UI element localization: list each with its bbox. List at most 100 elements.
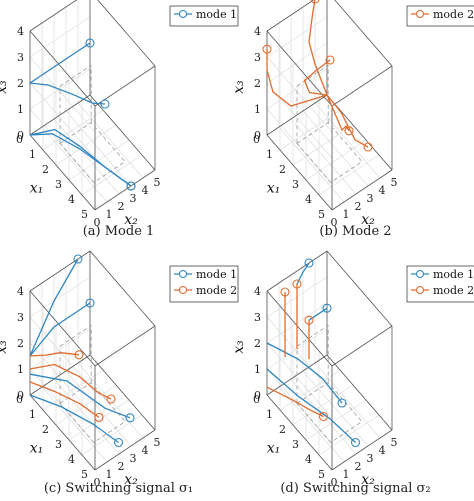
axis-box-edge	[89, 354, 156, 431]
x-tick-label: 2	[279, 163, 286, 176]
grid-line	[266, 68, 328, 110]
legend-swatch-marker	[415, 269, 425, 279]
series-endpoint	[106, 394, 116, 404]
grid-line	[318, 414, 380, 456]
legend-swatch-marker	[415, 285, 425, 295]
x-tick-label: 5	[81, 208, 88, 221]
series-endpoint	[280, 287, 290, 297]
axis-box-edge	[29, 250, 91, 292]
legend-label: mode 1	[196, 8, 237, 21]
series-endpoint	[292, 279, 302, 289]
legend-box	[406, 5, 474, 27]
x-tick-label: 4	[305, 453, 312, 466]
grid-line	[290, 118, 357, 195]
series-endpoint	[85, 298, 95, 308]
x-axis-label: x₁	[267, 181, 281, 197]
grid-line	[314, 362, 381, 439]
axis-box-edge	[331, 65, 393, 107]
legend: mode 1 mode 2	[406, 265, 474, 303]
x-tick-label: 1	[29, 148, 36, 161]
z-axis-label: x₃	[231, 340, 247, 354]
caption-c: (c) Switching signal σ₁	[43, 481, 194, 496]
grid-line	[42, 109, 104, 151]
axis-box-edge	[266, 250, 328, 292]
series-endpoint	[100, 99, 110, 109]
grid-line	[266, 0, 315, 32]
axis-box-edge	[266, 30, 333, 107]
dashed-region	[296, 325, 329, 347]
series-endpoint	[125, 413, 135, 423]
grid-line	[278, 386, 345, 463]
grid-line	[292, 384, 354, 426]
z-axis-label: x₃	[0, 340, 10, 354]
grid-line	[266, 316, 333, 393]
y-tick-label: 3	[130, 192, 137, 205]
x-tick-label: 1	[29, 408, 36, 421]
y-tick-label: 2	[355, 200, 362, 213]
grid-line	[65, 370, 132, 447]
x-tick-label: 3	[55, 178, 62, 191]
legend-label: mode 2	[433, 284, 474, 297]
series-endpoint	[262, 44, 272, 54]
series-line	[29, 381, 100, 418]
y-tick-label: 2	[355, 460, 362, 473]
series-endpoint	[113, 437, 124, 448]
series-line	[308, 0, 328, 96]
y-tick-label: 0	[94, 216, 101, 229]
y-tick-label: 5	[391, 436, 398, 449]
series-endpoint	[126, 181, 136, 191]
x-tick-label: 5	[318, 208, 325, 221]
grid-line	[68, 399, 130, 441]
series-line	[303, 59, 331, 96]
grid-line	[29, 276, 91, 318]
series-endpoint	[310, 0, 320, 4]
series-line	[29, 128, 132, 187]
z-tick-label: 3	[17, 51, 24, 64]
y-tick-label: 5	[154, 436, 161, 449]
grid-line	[266, 16, 328, 58]
y-tick-label: 4	[142, 444, 149, 457]
grid-line	[279, 369, 341, 411]
grid-line	[77, 102, 144, 179]
x-tick-label: 5	[81, 468, 88, 481]
series-line	[29, 363, 112, 400]
z-tick-label: 1	[17, 363, 24, 376]
dashed-region	[59, 382, 126, 443]
y-tick-label: 1	[343, 468, 350, 481]
legend-label: mode 1	[433, 268, 474, 281]
grid-line	[279, 109, 341, 151]
x-tick-label: 0	[253, 393, 260, 406]
axis-box-edge	[331, 325, 393, 367]
legend: mode 1 mode 2	[169, 265, 239, 303]
z-tick-label: 1	[17, 103, 24, 116]
axis-box-edge	[266, 0, 315, 32]
axis-box-edge	[29, 394, 96, 471]
y-tick-label: 0	[94, 476, 101, 489]
series-line	[266, 342, 343, 404]
legend-label: mode 1	[196, 268, 237, 281]
axis-box-edge	[94, 169, 156, 211]
y-tick-label: 0	[331, 216, 338, 229]
x-tick-label: 2	[42, 163, 49, 176]
y-tick-label: 1	[343, 208, 350, 221]
z-tick-label: 4	[254, 25, 261, 38]
series-endpoint	[85, 38, 95, 48]
axis-box-edge	[29, 290, 96, 367]
y-tick-label: 5	[391, 176, 398, 189]
series-endpoint	[74, 350, 84, 360]
series-line	[29, 82, 106, 105]
axis-box-edge	[331, 169, 393, 211]
x-tick-label: 3	[55, 438, 62, 451]
x-axis-label: x₁	[30, 441, 44, 457]
z-axis-label: x₃	[231, 80, 247, 94]
y-tick-label: 5	[154, 176, 161, 189]
z-tick-label: 2	[17, 77, 24, 90]
dashed-region	[59, 65, 92, 87]
axis-box-edge	[266, 134, 333, 211]
series-line	[29, 373, 131, 419]
grid-line	[278, 126, 345, 203]
axis-box-edge	[331, 429, 393, 471]
dashed-region	[59, 122, 126, 183]
